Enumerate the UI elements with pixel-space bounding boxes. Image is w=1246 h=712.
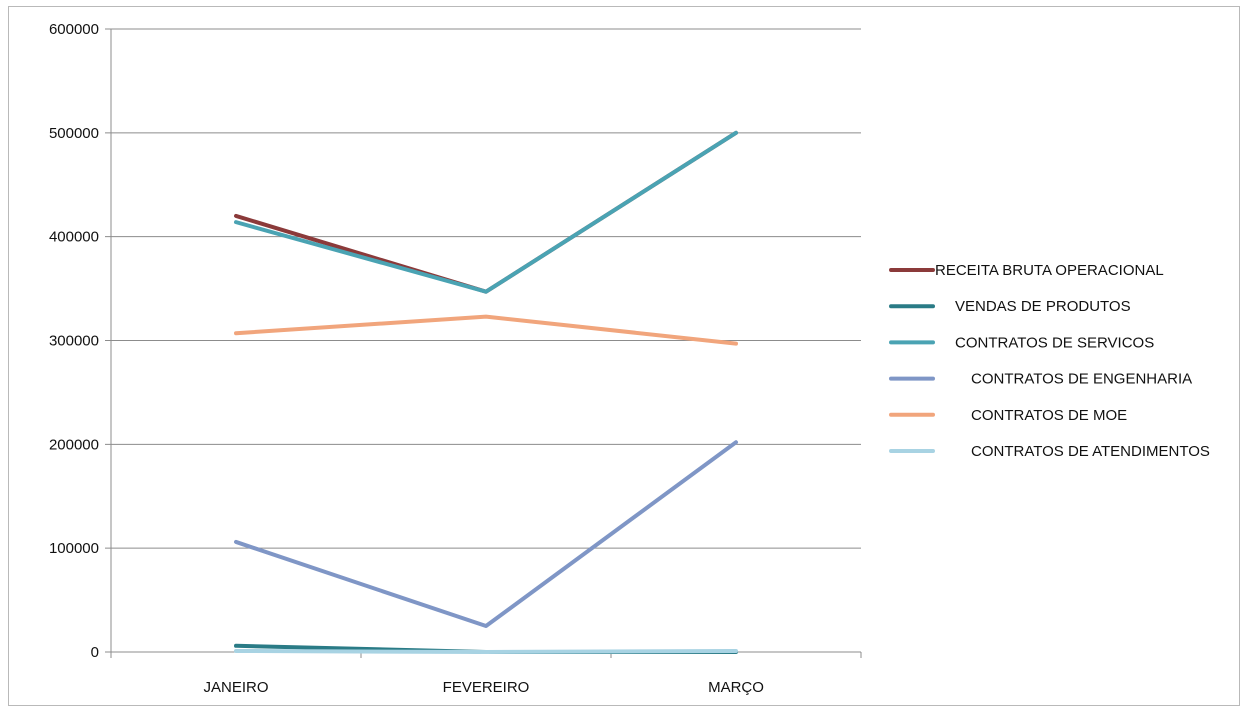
x-tick-label: FEVEREIRO (443, 679, 530, 696)
series-line-5 (234, 314, 738, 346)
series-line-1 (234, 130, 738, 294)
y-tick-label: 300000 (49, 333, 99, 350)
legend-label: CONTRATOS DE ATENDIMENTOS (971, 443, 1210, 460)
y-tick-label: 600000 (49, 21, 99, 38)
y-tick-label: 0 (91, 644, 99, 661)
series-layer (234, 130, 738, 654)
y-tick-label: 400000 (49, 229, 99, 246)
axis-layer: 0 100000 200000 300000 400000 500000 600000 JAN… (49, 21, 862, 696)
legend: RECEITA BRUTA OPERACIONAL VENDAS DE PRODU… (889, 262, 1210, 460)
grid-layer (105, 28, 861, 653)
chart-frame: 0 100000 200000 300000 400000 500000 600000 JAN… (8, 6, 1240, 706)
legend-label: CONTRATOS DE SERVICOS (955, 334, 1154, 351)
y-tick-label: 200000 (49, 436, 99, 453)
legend-label: RECEITA BRUTA OPERACIONAL (935, 262, 1164, 279)
y-tick-label: 500000 (49, 125, 99, 142)
series-line-6 (234, 648, 738, 654)
line-chart: 0 100000 200000 300000 400000 500000 600000 JAN… (49, 21, 1210, 696)
legend-label: CONTRATOS DE MOE (971, 407, 1127, 424)
series-line-3 (234, 130, 738, 294)
y-tick-label: 100000 (49, 540, 99, 557)
legend-label: CONTRATOS DE ENGENHARIA (971, 371, 1192, 388)
x-tick-label: JANEIRO (203, 679, 268, 696)
series-line-4 (234, 440, 738, 629)
x-tick-label: MARÇO (708, 679, 764, 696)
legend-label: VENDAS DE PRODUTOS (955, 298, 1131, 315)
